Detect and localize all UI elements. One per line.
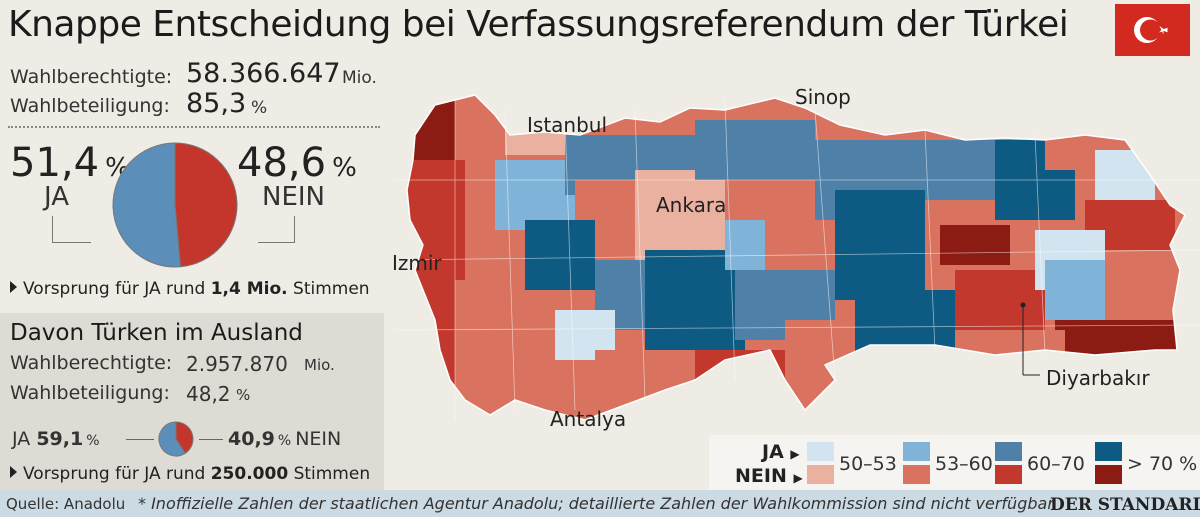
nein-percent: 48,6% [237, 140, 357, 186]
turnout-unit: % [251, 98, 268, 118]
turkey-map [395, 94, 1200, 421]
domestic-lead: Vorsprung für JA rund 1,4 Mio. Stimmen [10, 279, 370, 299]
legend-ja-label: JA ▶ [762, 441, 800, 463]
legend-bin-label: > 70 % [1127, 453, 1198, 475]
legend-bin-label: 50–53 [839, 453, 897, 475]
city-ankara: Ankara [656, 193, 727, 217]
abroad-turnout-value: 48,2 [186, 382, 231, 406]
divider [8, 126, 380, 128]
pie-slice-nein [174, 142, 238, 268]
arrow-right-icon [10, 466, 17, 478]
eligible-value: 58.366.647 [186, 58, 341, 89]
legend-swatch-ja [903, 442, 930, 461]
abroad-pie [158, 421, 194, 457]
legend-swatch-ja [995, 442, 1022, 461]
nein-label: NEIN [262, 182, 325, 212]
abroad-nein-line [199, 439, 223, 440]
legend-swatch-ja [1095, 442, 1122, 461]
abroad-panel [0, 313, 384, 490]
legend-swatch-ja [807, 442, 834, 461]
ja-bracket [52, 216, 91, 243]
city-diyarbakir: Diyarbakır [1046, 366, 1150, 390]
page-title: Knappe Entscheidung bei Verfassungsrefer… [8, 4, 1069, 45]
footer [0, 490, 1200, 517]
abroad-ja: JA 59,1% [12, 428, 100, 450]
abroad-eligible-label: Wahlberechtigte: [10, 352, 173, 374]
turkey-flag-icon [1115, 4, 1190, 56]
pie-slice-ja [158, 421, 186, 457]
domestic-pie [112, 142, 238, 268]
city-izmir: Izmir [392, 251, 442, 275]
brand-logo: DER STANDARD [1050, 495, 1200, 515]
abroad-nein: 40,9% NEIN [228, 428, 342, 450]
source: Quelle: Anadolu [6, 495, 126, 513]
province-borders [395, 99, 1200, 420]
city-istanbul: Istanbul [527, 113, 608, 137]
abroad-heading: Davon Türken im Ausland [10, 320, 303, 346]
eligible-label: Wahlberechtigte: [10, 66, 173, 88]
legend-swatch-nein [995, 465, 1022, 484]
turnout-value: 85,3 [186, 88, 247, 119]
city-antalya: Antalya [550, 407, 627, 431]
turnout-label: Wahlbeteiligung: [10, 95, 170, 117]
abroad-turnout-unit: % [236, 386, 251, 404]
legend-swatch-nein [903, 465, 930, 484]
eligible-unit: Mio. [342, 68, 377, 88]
abroad-eligible-value: 2.957.870 [186, 352, 288, 376]
nein-bracket [258, 216, 295, 243]
pie-slice-ja [112, 142, 181, 268]
abroad-turnout-label: Wahlbeteiligung: [10, 382, 170, 404]
abroad-eligible-unit: Mio. [304, 356, 335, 374]
legend-bin-label: 53–60 [935, 453, 993, 475]
ja-label: JA [44, 182, 69, 212]
footnote: * Inoffizielle Zahlen der staatlichen Ag… [138, 494, 1054, 513]
abroad-ja-line [126, 439, 154, 440]
arrow-right-icon [10, 281, 17, 293]
city-sinop: Sinop [795, 85, 851, 109]
legend-bin-label: 60–70 [1027, 453, 1085, 475]
legend-nein-label: NEIN ▶ [735, 465, 803, 487]
abroad-lead: Vorsprung für JA rund 250.000 Stimmen [10, 464, 370, 484]
legend-swatch-nein [1095, 465, 1122, 484]
legend-swatch-nein [807, 465, 834, 484]
